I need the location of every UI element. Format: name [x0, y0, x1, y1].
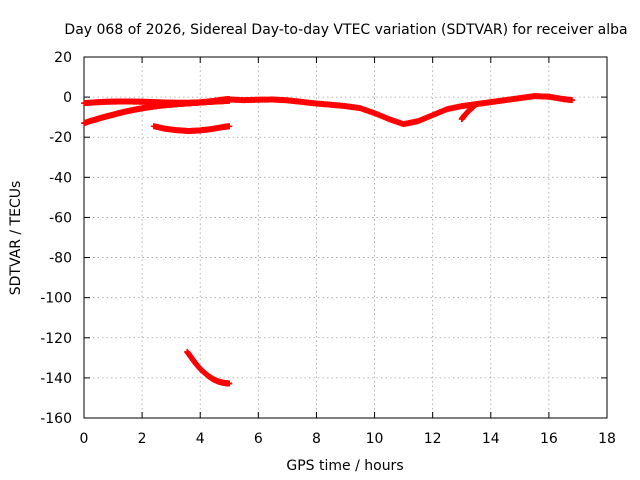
chart-title: Day 068 of 2026, Sidereal Day-to-day VTE…	[64, 22, 627, 38]
series-arc-main	[226, 93, 576, 128]
y-tick-label: 20	[54, 50, 72, 66]
y-tick-label: -160	[40, 411, 72, 427]
y-axis-label: SDTVAR / TECUs	[8, 181, 24, 296]
data-point	[226, 123, 233, 130]
x-tick-label: 18	[598, 431, 616, 447]
series-arc-rising	[81, 97, 233, 127]
y-tick-label: -20	[49, 130, 72, 146]
data-point	[470, 104, 477, 111]
tick-marks	[83, 56, 608, 419]
x-tick-label: 4	[196, 431, 205, 447]
y-tick-label: -80	[49, 251, 72, 267]
x-tick-label: 8	[312, 431, 321, 447]
series-arc-middle	[150, 123, 233, 135]
y-tick-label: -120	[40, 331, 72, 347]
data-point	[569, 97, 576, 104]
data-points	[81, 93, 576, 387]
y-tick-label: 0	[63, 90, 72, 106]
plot-frame	[83, 56, 608, 419]
series-arc-dip	[458, 104, 477, 123]
y-tick-label: -100	[40, 291, 72, 307]
y-tick-label: -40	[49, 170, 72, 186]
x-tick-label: 10	[366, 431, 384, 447]
y-tick-label: -60	[49, 210, 72, 226]
x-tick-label: 12	[424, 431, 442, 447]
x-tick-label: 14	[482, 431, 500, 447]
x-tick-label: 6	[254, 431, 263, 447]
series-arc-low	[184, 348, 233, 387]
x-tick-labels: 0 2 4 6 8 10 12 14 16 18	[80, 431, 616, 447]
y-tick-labels: 20 0 -20 -40 -60 -80 -100 -120 -140 -160	[40, 50, 72, 427]
x-tick-label: 2	[138, 431, 147, 447]
y-tick-label: -140	[40, 371, 72, 387]
grid-lines	[84, 57, 607, 418]
x-tick-label: 16	[540, 431, 558, 447]
x-tick-label: 0	[80, 431, 89, 447]
x-axis-label: GPS time / hours	[286, 458, 403, 474]
data-point	[226, 380, 233, 387]
